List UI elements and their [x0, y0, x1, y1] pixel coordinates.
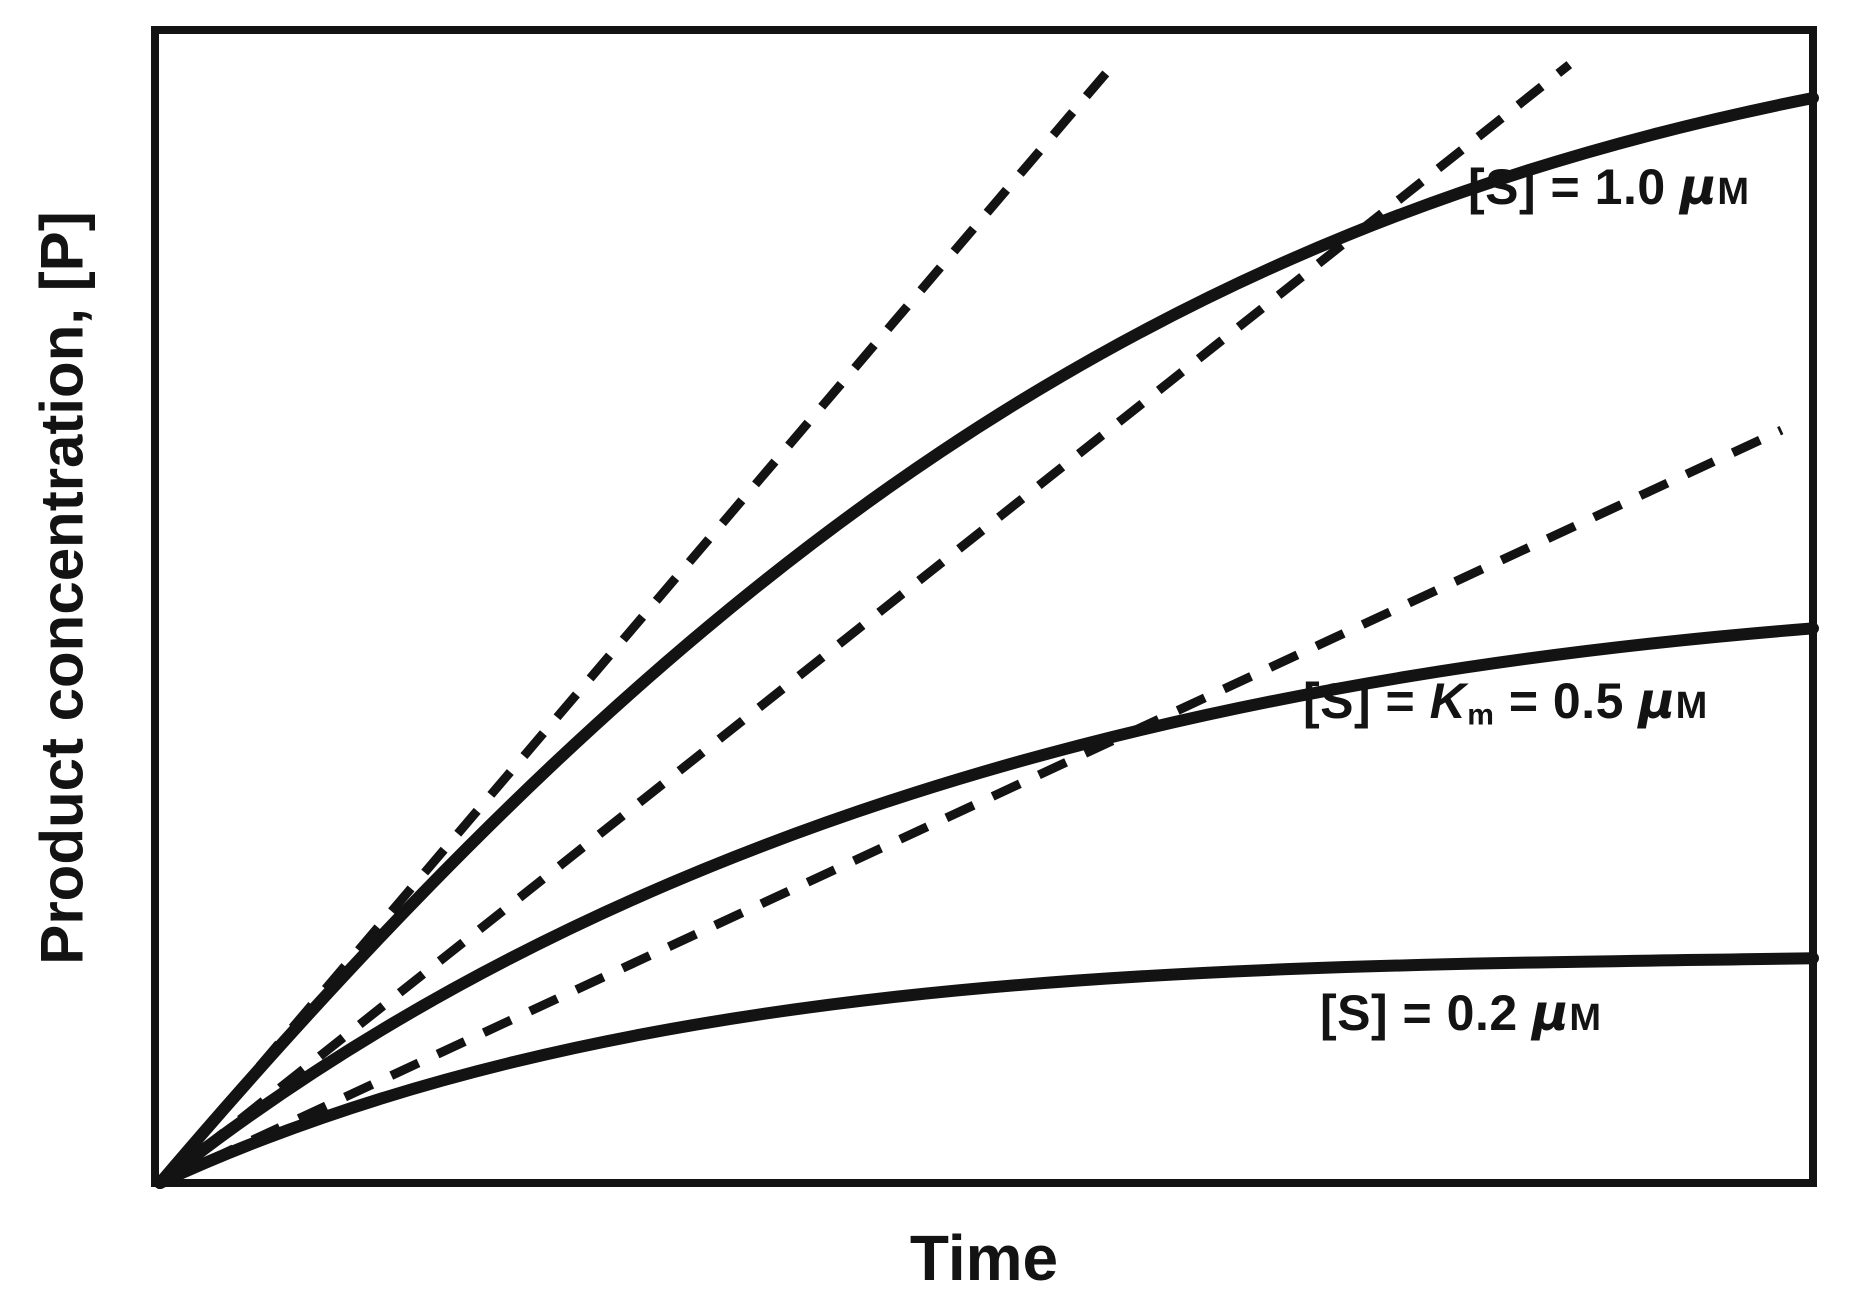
curve-label-text: [S] =	[1303, 673, 1430, 729]
molar-unit: M	[1717, 171, 1750, 213]
mu-symbol: μ	[1638, 672, 1676, 730]
mu-symbol: μ	[1680, 158, 1718, 216]
progress-curve-s-0.2uM	[154, 952, 1819, 1189]
initial-velocity-tangent-s-0.5uM	[157, 61, 1573, 1187]
progress-curve-s-0.5uM	[154, 622, 1819, 1189]
curve-label-s-0.2uM: [S] = 0.2 μM	[1320, 984, 1601, 1042]
curve-label-s-1.0uM: [S] = 1.0 μM	[1468, 158, 1749, 216]
molar-unit: M	[1569, 997, 1602, 1039]
y-axis-label: Product concentration, [P]	[28, 211, 97, 964]
x-axis-label: Time	[910, 1221, 1058, 1295]
plot-frame	[151, 26, 1817, 1187]
curve-label-s-km-0.5uM: [S] = Km = 0.5 μM	[1303, 672, 1708, 730]
curve-label-text: [S] = 0.2	[1320, 985, 1533, 1041]
curve-label-text: = 0.5	[1494, 673, 1639, 729]
x-axis-label-text: Time	[909, 1222, 1059, 1294]
molar-unit: M	[1675, 685, 1708, 727]
curves-group	[154, 61, 1819, 1189]
km-symbol: K	[1429, 673, 1467, 729]
curve-label-text: [S] = 1.0	[1468, 159, 1681, 215]
initial-velocity-tangent-s-0.2uM	[158, 426, 1784, 1188]
initial-velocity-tangent-s-1.0uM	[156, 61, 1117, 1186]
km-subscript: m	[1467, 698, 1495, 732]
mu-symbol: μ	[1532, 984, 1570, 1042]
y-axis-label-text: Product concentration, [P]	[28, 211, 96, 965]
progress-curve-s-1.0uM	[154, 92, 1819, 1189]
